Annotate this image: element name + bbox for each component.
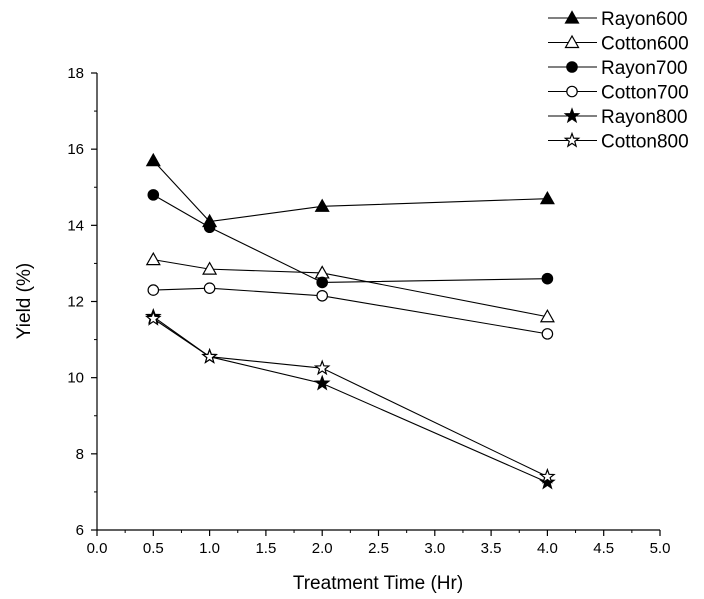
data-point — [539, 467, 556, 484]
y-tick-label: 6 — [76, 522, 84, 539]
data-point — [539, 309, 555, 323]
legend-label: Cotton600 — [601, 34, 689, 55]
series-line — [152, 316, 548, 483]
data-point — [314, 198, 330, 212]
legend-marker — [566, 61, 578, 73]
x-tick-label: 2.5 — [368, 540, 389, 557]
data-point — [314, 265, 330, 279]
legend-marker — [563, 131, 581, 148]
legend-marker — [564, 34, 580, 49]
legend-label: Cotton700 — [601, 83, 689, 104]
legend-item: Cotton700 — [548, 83, 689, 104]
legend-marker — [563, 107, 581, 124]
legend-label: Cotton800 — [601, 132, 689, 153]
axes — [96, 73, 660, 531]
x-tick-label: 3.5 — [481, 540, 502, 557]
legend-label: Rayon800 — [601, 107, 688, 128]
series-line — [153, 194, 548, 284]
y-ticks: 6 8 10 12 14 16 18 — [67, 65, 97, 539]
legend-marker — [566, 85, 578, 98]
data-point — [144, 309, 162, 326]
y-tick-label: 12 — [67, 294, 84, 311]
data-point — [203, 282, 216, 294]
data-point — [316, 276, 328, 289]
y-tick-label: 16 — [67, 141, 84, 158]
data-point — [147, 189, 160, 201]
data-point — [145, 251, 161, 266]
data-point — [313, 374, 331, 391]
data-point — [202, 261, 218, 275]
legend: Rayon600 Cotton600 Rayon700 Cotton700 Rayon8… — [548, 9, 689, 153]
series-line — [153, 287, 548, 335]
x-ticks: 0.0 0.5 1.0 1.5 2.0 2.5 3.0 3.5 4.0 4.5 5.0 — [87, 530, 671, 557]
series-Cotton700 — [147, 282, 554, 340]
x-tick-label: 4.0 — [537, 540, 558, 557]
legend-label: Rayon600 — [601, 9, 688, 30]
series-Rayon700 — [147, 189, 554, 289]
x-tick-label: 1.0 — [199, 540, 220, 557]
legend-item: Cotton600 — [548, 34, 689, 55]
data-point — [313, 359, 331, 376]
y-tick-label: 14 — [67, 217, 84, 234]
x-axis-title: Treatment Time (Hr) — [293, 573, 463, 594]
series-Rayon600 — [145, 152, 555, 228]
x-tick-label: 3.0 — [424, 540, 445, 557]
x-tick-label: 1.5 — [255, 540, 276, 557]
series-Cotton800 — [144, 309, 556, 484]
data-point — [201, 347, 218, 364]
series-line — [152, 318, 548, 478]
data-point — [539, 473, 556, 490]
legend-item: Rayon800 — [548, 107, 688, 128]
x-tick-label: 2.0 — [312, 540, 333, 557]
data-point — [539, 190, 555, 205]
x-tick-label: 5.0 — [650, 540, 671, 557]
x-tick-label: 4.5 — [593, 540, 614, 557]
series-Rayon800 — [144, 307, 556, 490]
series-Cotton600 — [145, 251, 555, 323]
legend-label: Rayon700 — [601, 58, 688, 79]
x-tick-label: 0.5 — [143, 540, 164, 557]
data-point — [541, 328, 554, 340]
series-line — [152, 160, 548, 223]
legend-item: Rayon700 — [548, 58, 688, 79]
legend-marker — [564, 10, 580, 24]
y-axis-title: Yield (%) — [14, 263, 35, 339]
legend-item: Rayon600 — [548, 9, 688, 30]
data-point — [147, 284, 160, 296]
x-tick-label: 0.0 — [87, 540, 108, 557]
series-group — [144, 152, 556, 490]
data-point — [316, 289, 328, 302]
legend-item: Cotton800 — [548, 132, 689, 153]
y-tick-label: 8 — [76, 446, 84, 463]
data-point — [541, 272, 554, 285]
data-point — [203, 221, 216, 234]
y-tick-label: 10 — [67, 370, 84, 387]
y-tick-label: 18 — [67, 65, 84, 82]
data-point — [145, 152, 161, 167]
series-line — [153, 259, 548, 318]
